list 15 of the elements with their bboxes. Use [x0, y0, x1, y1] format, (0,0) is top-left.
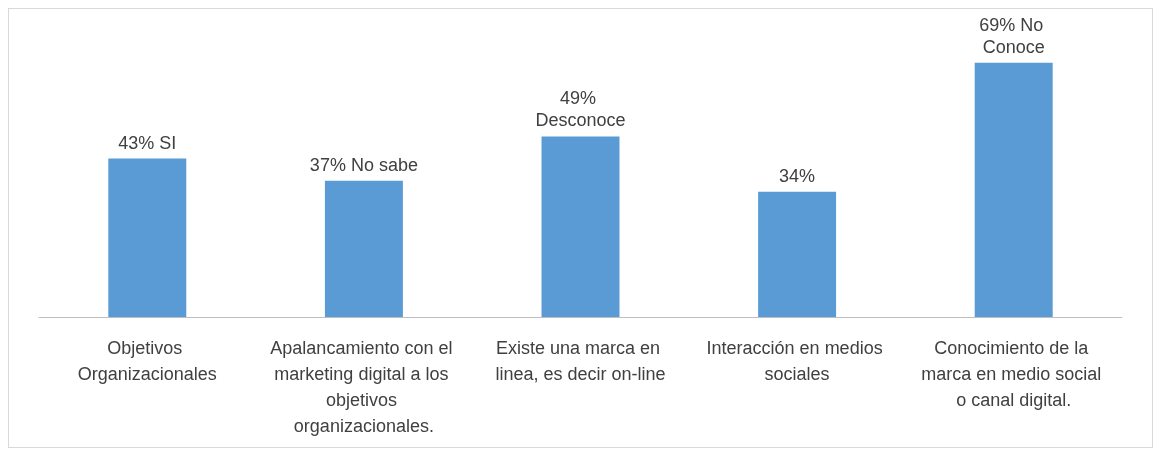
x-tick-label: Interacción en medios sociales [706, 338, 888, 384]
bar [108, 158, 187, 317]
bar [541, 136, 620, 317]
data-label: 49% Desconoce [535, 88, 626, 131]
data-label: 34% [779, 165, 816, 186]
x-tick-label: Conocimiento de la marca en medio social o canal digital. [921, 338, 1107, 410]
x-tick-label: Apalancamiento con el marketing digital a los objetivos organizacionales. [270, 338, 458, 436]
bar [974, 62, 1053, 317]
data-label: 43% SI [118, 132, 177, 153]
bar [324, 180, 403, 317]
data-label: 69% No Conoce [979, 14, 1049, 57]
x-tick-label: Objetivos Organizacionales [77, 338, 217, 384]
data-label: 37% No sabe [309, 154, 418, 175]
x-tick-label: Existe una marca en linea, es decir on-line [495, 338, 666, 384]
bar [758, 191, 837, 317]
